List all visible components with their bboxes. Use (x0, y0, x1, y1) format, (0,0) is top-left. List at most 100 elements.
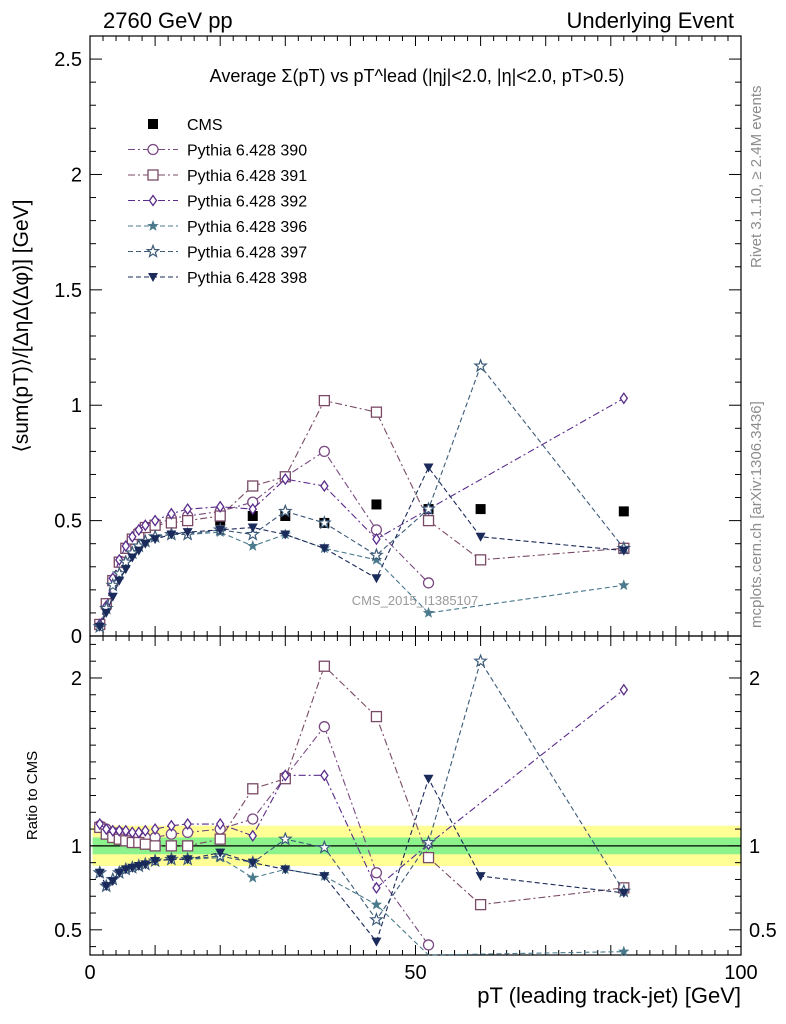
data-point (369, 547, 384, 562)
data-point (618, 888, 629, 898)
data-point (421, 834, 436, 849)
data-point (474, 554, 487, 566)
data-point (280, 865, 291, 875)
data-point (133, 546, 144, 556)
data-point (618, 546, 629, 556)
data-point (475, 872, 486, 882)
y-tick-label: 2 (71, 164, 82, 186)
legend-marker (147, 169, 159, 181)
data-point (422, 606, 435, 618)
main-panel: 0 0.5 1 1.5 2 2.5 ⟨sum(pT)⟩/[ΔηΔ(Δφ)] [GeV] Ave… (10, 35, 742, 648)
data-point (134, 523, 144, 536)
data-point (319, 872, 330, 882)
legend-marker (148, 273, 158, 282)
series-line (99, 397, 625, 625)
data-point (423, 463, 434, 473)
legend-marker (147, 143, 159, 156)
legend-label: Pythia 6.428 397 (187, 245, 307, 262)
data-point (121, 824, 131, 837)
y-axis-title: ⟨sum(pT)⟩/[ΔηΔ(Δφ)] [GeV] (10, 200, 33, 453)
data-point (318, 660, 331, 672)
data-point (320, 769, 329, 782)
data-point (619, 683, 629, 696)
collision-label: 2760 GeV pp (103, 8, 233, 33)
legend-entry: Pythia 6.428 396 (128, 219, 307, 236)
legend-label: CMS (187, 117, 223, 134)
legend-label: Pythia 6.428 390 (187, 143, 307, 160)
data-point (150, 535, 161, 545)
y-tick-label-right: 1 (749, 836, 760, 858)
data-point (181, 514, 194, 527)
data-point (107, 592, 118, 602)
data-point (101, 608, 112, 618)
data-point (372, 532, 381, 546)
data-point (369, 911, 384, 926)
data-point (245, 526, 261, 541)
series-line (99, 659, 625, 921)
series-line (99, 364, 625, 627)
data-point (118, 554, 134, 569)
data-point (105, 577, 121, 592)
series-pythia-6-428-398 (94, 463, 629, 632)
legend-entry: Pythia 6.428 392 (128, 194, 307, 211)
data-point (277, 831, 293, 846)
data-point (371, 574, 382, 584)
legend-marker (148, 119, 158, 129)
data-point (318, 721, 331, 733)
data-point (474, 898, 487, 911)
data-point (133, 862, 144, 872)
data-point (150, 822, 160, 836)
data-point (278, 503, 293, 518)
data-point (422, 939, 435, 951)
data-point (247, 511, 258, 521)
legend-marker (147, 220, 159, 231)
data-point (618, 945, 630, 957)
data-point (214, 833, 226, 845)
x-tick-label: 0 (84, 962, 95, 984)
data-point (140, 860, 151, 870)
y-tick-label: 1 (71, 836, 82, 858)
series-pythia-6-428-396 (94, 526, 630, 632)
y-tick-label-right: 2 (749, 668, 760, 690)
data-point (114, 576, 125, 586)
data-point (318, 394, 331, 407)
rivet-version-label: Rivet 3.1.10, ≥ 2.4M events (748, 85, 765, 269)
data-point (128, 826, 137, 839)
data-point (371, 499, 382, 510)
ratio-panel: 0 50 100 0.5 0.5 1 1 2 2 Ratio to CMS pT (leading … (24, 635, 777, 1008)
data-point (181, 840, 194, 852)
watermark: CMS_2015_I1385107 (352, 593, 479, 608)
series-pythia-6-428-397 (92, 653, 632, 926)
data-point (317, 839, 332, 854)
data-point (108, 824, 118, 837)
data-point (319, 544, 330, 554)
legend-label: Pythia 6.428 391 (187, 168, 307, 185)
data-point (422, 851, 435, 864)
data-point (215, 848, 226, 858)
data-point (247, 813, 259, 825)
series-pythia-6-428-398 (94, 774, 629, 947)
data-point (120, 865, 131, 875)
data-point (371, 937, 382, 947)
data-point (183, 502, 192, 516)
data-point (167, 819, 176, 832)
data-point (127, 553, 138, 563)
analysis-label: Underlying Event (566, 8, 734, 33)
x-axis-title: pT (leading track-jet) [GeV] (477, 983, 741, 1008)
legend-entry: CMS (148, 117, 223, 134)
data-point (166, 855, 177, 865)
data-point (320, 479, 329, 493)
data-point (248, 502, 258, 516)
data-point (370, 553, 383, 565)
legend-label: Pythia 6.428 392 (187, 194, 307, 211)
legend-entry: Pythia 6.428 398 (128, 270, 307, 287)
data-point (473, 358, 488, 373)
data-point (422, 577, 435, 589)
data-point (247, 783, 259, 795)
data-point (475, 532, 486, 542)
data-point (370, 710, 383, 723)
data-point (95, 817, 105, 831)
data-point (280, 511, 291, 521)
y-tick-label: 1.5 (54, 280, 82, 302)
